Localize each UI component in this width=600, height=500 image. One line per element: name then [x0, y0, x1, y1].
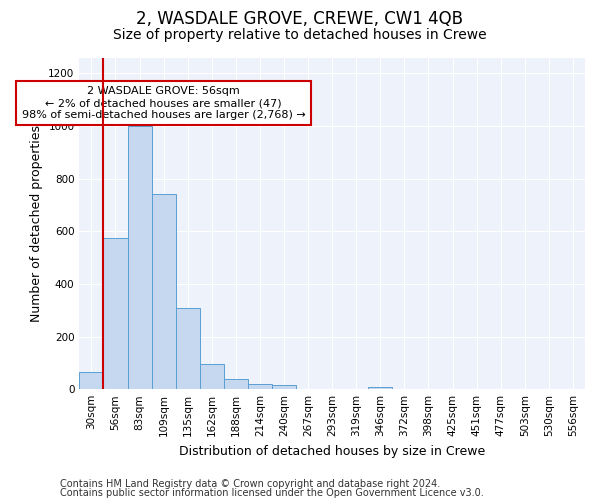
X-axis label: Distribution of detached houses by size in Crewe: Distribution of detached houses by size … — [179, 444, 485, 458]
Text: Size of property relative to detached houses in Crewe: Size of property relative to detached ho… — [113, 28, 487, 42]
Text: Contains HM Land Registry data © Crown copyright and database right 2024.: Contains HM Land Registry data © Crown c… — [60, 479, 440, 489]
Y-axis label: Number of detached properties: Number of detached properties — [30, 125, 43, 322]
Text: Contains public sector information licensed under the Open Government Licence v3: Contains public sector information licen… — [60, 488, 484, 498]
Bar — [248, 384, 272, 389]
Bar — [176, 308, 200, 389]
Bar — [368, 386, 392, 389]
Bar — [200, 364, 224, 389]
Bar — [128, 126, 152, 389]
Text: 2 WASDALE GROVE: 56sqm
← 2% of detached houses are smaller (47)
98% of semi-deta: 2 WASDALE GROVE: 56sqm ← 2% of detached … — [22, 86, 305, 120]
Bar — [272, 385, 296, 389]
Text: 2, WASDALE GROVE, CREWE, CW1 4QB: 2, WASDALE GROVE, CREWE, CW1 4QB — [137, 10, 464, 28]
Bar — [79, 372, 103, 389]
Bar — [103, 238, 128, 389]
Bar — [152, 194, 176, 389]
Bar — [224, 378, 248, 389]
